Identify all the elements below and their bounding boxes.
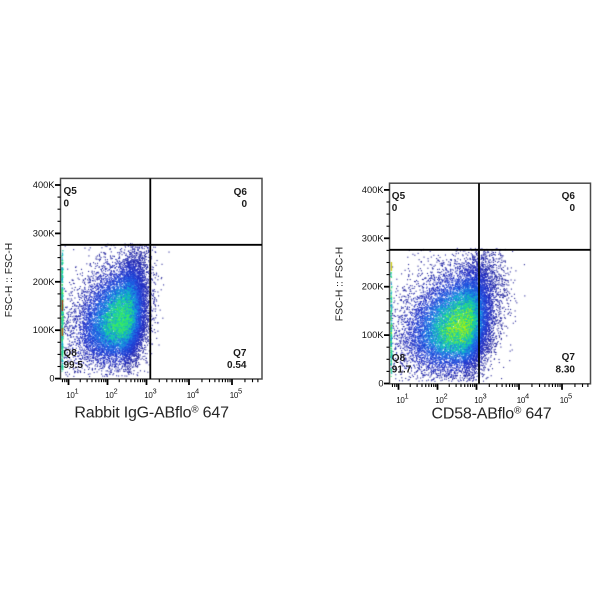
- svg-text:100K: 100K: [33, 325, 56, 335]
- svg-text:Q8: Q8: [392, 353, 406, 364]
- svg-text:0: 0: [49, 374, 54, 384]
- svg-text:101: 101: [66, 387, 78, 401]
- svg-text:104: 104: [187, 387, 199, 401]
- svg-text:101: 101: [396, 391, 408, 405]
- svg-text:300K: 300K: [33, 228, 56, 238]
- svg-text:104: 104: [517, 391, 529, 405]
- svg-text:100K: 100K: [362, 330, 385, 340]
- svg-text:400K: 400K: [362, 185, 385, 195]
- svg-text:FSC-H :: FSC-H: FSC-H :: FSC-H: [335, 247, 346, 321]
- svg-text:Q7: Q7: [562, 352, 576, 363]
- svg-text:200K: 200K: [362, 282, 385, 292]
- svg-text:8.30: 8.30: [556, 365, 576, 376]
- svg-text:105: 105: [230, 387, 242, 401]
- svg-text:Q8: Q8: [64, 348, 78, 359]
- svg-text:0: 0: [241, 199, 247, 210]
- svg-text:200K: 200K: [33, 277, 56, 287]
- svg-text:91.7: 91.7: [392, 365, 412, 376]
- svg-text:FSC-H :: FSC-H: FSC-H :: FSC-H: [4, 243, 15, 317]
- svg-text:102: 102: [105, 387, 117, 401]
- svg-text:0: 0: [64, 198, 70, 209]
- svg-text:Q5: Q5: [392, 191, 406, 202]
- svg-text:0.54: 0.54: [227, 360, 247, 371]
- svg-text:Q7: Q7: [233, 348, 247, 359]
- svg-text:0: 0: [569, 203, 575, 214]
- svg-text:102: 102: [435, 391, 447, 405]
- svg-text:103: 103: [144, 387, 156, 401]
- svg-text:400K: 400K: [33, 180, 56, 190]
- svg-text:105: 105: [560, 391, 572, 405]
- svg-text:0: 0: [378, 379, 383, 389]
- svg-text:Q6: Q6: [234, 187, 248, 198]
- svg-text:300K: 300K: [362, 233, 385, 243]
- svg-text:Rabbit IgG-ABflo® 647: Rabbit IgG-ABflo® 647: [74, 405, 229, 422]
- svg-text:Q5: Q5: [64, 186, 78, 197]
- svg-text:0: 0: [392, 203, 398, 214]
- svg-text:103: 103: [474, 391, 486, 405]
- svg-text:CD58-ABflo® 647: CD58-ABflo® 647: [432, 406, 552, 423]
- svg-text:99.5: 99.5: [64, 360, 84, 371]
- svg-text:Q6: Q6: [562, 191, 576, 202]
